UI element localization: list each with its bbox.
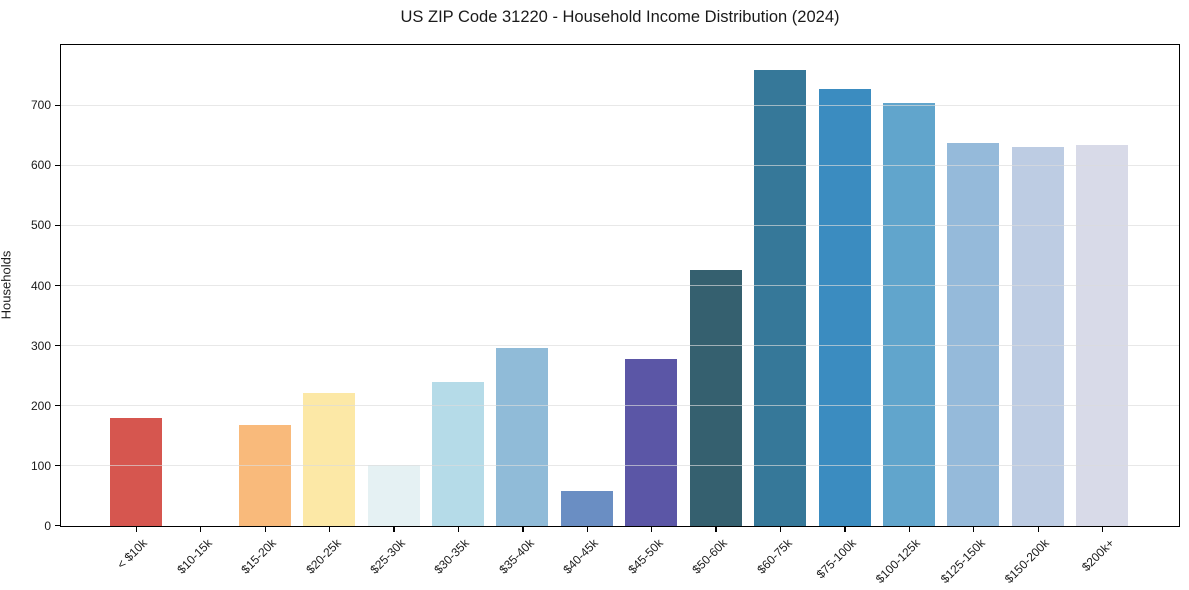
x-tick-mark-$15-20k	[264, 527, 266, 532]
x-tick-mark-$200k+	[1101, 527, 1104, 532]
x-tick-mark-$30-35k	[457, 527, 460, 532]
y-tick-mark-400	[55, 284, 60, 287]
bar-$30-35k	[432, 381, 485, 526]
y-tick-label-300: 300	[30, 338, 51, 353]
bar-$125-150k	[947, 143, 1000, 526]
bar-$50-60k	[689, 269, 742, 526]
gridline-300	[61, 344, 1179, 346]
y-tick-label-200: 200	[30, 398, 51, 413]
x-tick-mark-$35-40k	[522, 527, 524, 532]
y-tick-mark-700	[55, 104, 60, 107]
x-tick-mark-$25-30k	[393, 527, 395, 532]
y-tick-mark-300	[55, 344, 60, 347]
gridline-100	[61, 464, 1179, 466]
bars-layer	[61, 45, 1179, 526]
x-tick-label-$25-30k: $25-30k	[367, 536, 408, 577]
x-tick-mark-$45-50k	[651, 527, 653, 532]
x-tick-label-$45-50k: $45-50k	[625, 536, 666, 577]
x-tick-label-$40-45k: $40-45k	[560, 536, 602, 577]
x-tick-label-$50-60k: $50-60k	[689, 536, 731, 577]
x-tick-label-$75-100k: $75-100k	[813, 536, 859, 582]
x-tick-label-$200k+: $200k+	[1078, 536, 1117, 574]
x-tick-label-$30-35k: $30-35k	[431, 536, 473, 577]
gridline-700	[61, 104, 1179, 106]
x-tick-label-$100-125k: $100-125k	[873, 536, 924, 587]
bar-< $10k	[110, 417, 162, 526]
x-tick-mark-$100-125k	[908, 527, 910, 532]
y-tick-label-500: 500	[30, 218, 51, 233]
x-tick-mark-$60-75k	[779, 527, 782, 532]
bar-$20-25k	[303, 392, 356, 526]
y-tick-label-100: 100	[30, 458, 51, 473]
x-tick-label-$60-75k: $60-75k	[753, 536, 795, 577]
chart-title: US ZIP Code 31220 - Household Income Dis…	[400, 8, 840, 26]
y-tick-mark-600	[55, 164, 60, 167]
x-tick-label-$35-40k: $35-40k	[496, 536, 537, 577]
gridline-500	[61, 224, 1179, 226]
x-tick-mark-$50-60k	[715, 527, 717, 532]
x-tick-mark-$40-45k	[586, 527, 588, 532]
bar-$100-125k	[882, 102, 935, 526]
x-tick-mark-$20-25k	[328, 527, 331, 532]
x-tick-mark-< $10k	[135, 527, 138, 532]
gridline-400	[61, 284, 1179, 286]
x-tick-label-$15-20k: $15-20k	[238, 536, 280, 577]
y-tick-label-600: 600	[30, 158, 51, 173]
bar-$25-30k	[367, 464, 420, 526]
x-tick-label-< $10k: < $10k	[114, 536, 151, 572]
bar-$60-75k	[754, 69, 807, 526]
y-tick-mark-200	[55, 404, 60, 407]
gridline-600	[61, 164, 1179, 166]
y-tick-label-400: 400	[30, 278, 51, 293]
x-tick-label-$125-150k: $125-150k	[937, 536, 988, 587]
bar-$75-100k	[818, 89, 871, 526]
x-tick-label-$10-15k: $10-15k	[174, 536, 215, 577]
plot-area	[60, 44, 1180, 527]
y-tick-mark-100	[55, 464, 60, 467]
y-tick-mark-500	[55, 224, 60, 227]
bar-$35-40k	[496, 347, 549, 526]
y-tick-label-0: 0	[44, 518, 51, 533]
bar-$45-50k	[625, 358, 678, 526]
x-tick-label-$150-200k: $150-200k	[1002, 536, 1053, 587]
gridline-200	[61, 404, 1179, 406]
bar-$150-200k	[1011, 147, 1064, 526]
x-tick-mark-$10-15k	[200, 527, 202, 532]
x-tick-label-$20-25k: $20-25k	[302, 536, 344, 577]
bar-$40-45k	[560, 491, 613, 526]
bar-$15-20k	[238, 425, 291, 526]
x-tick-mark-$150-200k	[1037, 527, 1039, 532]
y-tick-mark-0	[55, 525, 60, 527]
y-tick-label-700: 700	[30, 98, 51, 113]
bar-$200k+	[1076, 144, 1129, 526]
x-tick-mark-$75-100k	[844, 527, 846, 532]
x-tick-mark-$125-150k	[973, 527, 975, 532]
